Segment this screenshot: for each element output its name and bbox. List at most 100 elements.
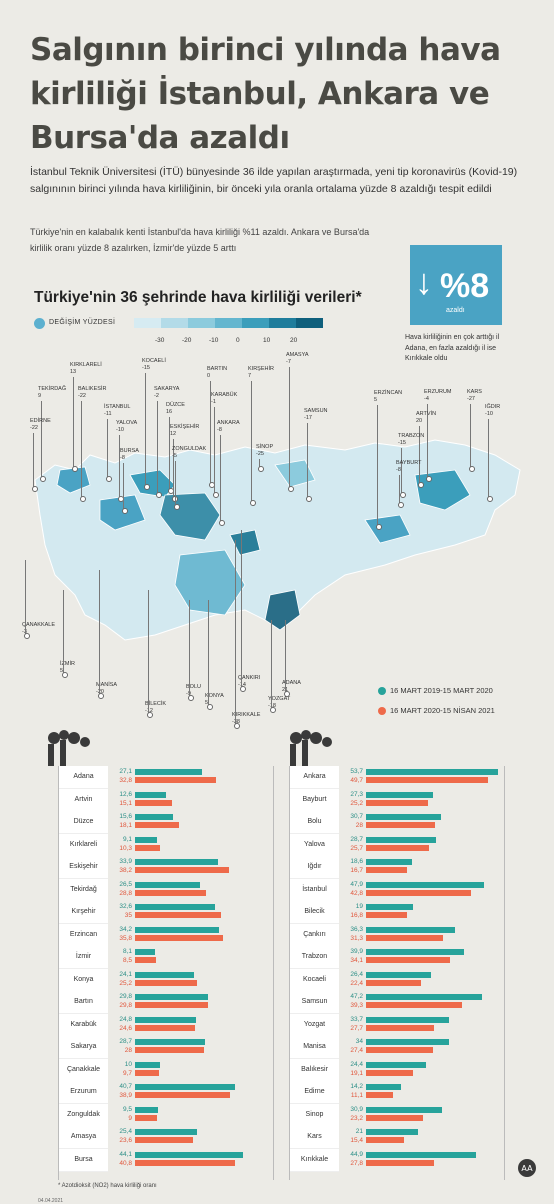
city-label: KONYA 5 xyxy=(205,693,224,706)
city-pin xyxy=(171,439,178,502)
bar-2020 xyxy=(366,1039,450,1045)
city-pin xyxy=(425,404,432,482)
table-row: Eskişehir 33,9 38,2 xyxy=(59,856,273,879)
value-label-2020: 30,7 xyxy=(350,813,363,820)
bar-2021 xyxy=(135,979,197,986)
city-label: KARS -27 xyxy=(467,389,482,402)
city-label: BALIKESİR -22 xyxy=(78,386,107,399)
table-row: Kırşehir 32,6 35 xyxy=(59,901,273,924)
value-label-2020: 24,4 xyxy=(350,1060,363,1068)
value-label-2021: 28 xyxy=(355,822,363,829)
city-name: Bartın xyxy=(59,991,108,1014)
bar-2020 xyxy=(135,926,219,933)
city-label: ANKARA -8 xyxy=(217,420,240,433)
region-erzincan xyxy=(364,514,411,544)
value-label-2021: 23,2 xyxy=(350,1114,363,1122)
value-label-2021: 23,6 xyxy=(119,1137,132,1144)
city-label: BARTIN 0 xyxy=(207,366,228,379)
svg-text:AA: AA xyxy=(521,1164,533,1173)
value-label-2020: 14,2 xyxy=(350,1083,363,1090)
value-label-2020: 27,3 xyxy=(350,790,363,798)
city-pin xyxy=(143,373,150,490)
bar-2020 xyxy=(135,1084,235,1090)
bar-2020 xyxy=(366,836,437,843)
value-label-2020: 29,8 xyxy=(119,993,132,1000)
value-label-2021: 25,2 xyxy=(350,799,363,807)
date-stamp: 04.04.2021 xyxy=(38,1198,64,1204)
city-label: ERZURUM -4 xyxy=(424,389,452,402)
value-label-2020: 24,1 xyxy=(119,970,132,978)
city-name: Sakarya xyxy=(59,1036,108,1059)
bar-2021 xyxy=(135,822,180,828)
region-samsun xyxy=(274,459,316,488)
city-name: Amasya xyxy=(59,1126,108,1149)
city-label: KARABÜK -1 xyxy=(211,392,238,405)
table-row: Trabzon 39,9 34,1 xyxy=(290,946,504,969)
table-row: Adana 27,1 32,8 xyxy=(59,766,273,789)
bar-2021 xyxy=(135,1092,231,1098)
city-name: Adana xyxy=(59,766,108,789)
city-name: Zonguldak xyxy=(59,1103,108,1127)
bar-2021 xyxy=(366,1137,404,1143)
value-label-2021: 15,4 xyxy=(350,1137,363,1144)
value-label-2020: 15,6 xyxy=(119,813,132,820)
table-row: Konya 24,1 25,2 xyxy=(59,968,273,992)
value-label-2021: 35,8 xyxy=(119,934,132,942)
value-label-2021: 22,4 xyxy=(350,979,363,987)
city-label: ZONGULDAK -5 xyxy=(172,446,207,459)
city-name: Kars xyxy=(290,1126,339,1149)
value-label-2020: 33,7 xyxy=(350,1015,363,1023)
city-name: Erzincan xyxy=(59,923,108,947)
city-pin xyxy=(155,401,162,498)
value-label-2021: 32,8 xyxy=(119,777,132,784)
value-label-2021: 25,7 xyxy=(350,844,363,852)
value-label-2021: 28 xyxy=(124,1047,132,1054)
value-label-2021: 9,7 xyxy=(122,1069,132,1077)
city-pin xyxy=(105,419,112,482)
table-row: Çanakkale 10 9,7 xyxy=(59,1058,273,1082)
value-label-2021: 25,2 xyxy=(119,979,132,987)
city-name: Bayburt xyxy=(290,788,339,812)
city-name: Iğdır xyxy=(290,856,339,879)
city-pin xyxy=(39,401,46,482)
table-row: Manisa 34 27,4 xyxy=(290,1036,504,1059)
city-name: Samsun xyxy=(290,991,339,1014)
bar-2021 xyxy=(135,934,223,941)
value-label-2021: 27,8 xyxy=(350,1159,363,1167)
value-label-2021: 42,8 xyxy=(350,889,363,897)
city-label: BAYBURT -8 xyxy=(396,460,422,473)
bar-2021 xyxy=(135,1114,158,1121)
value-label-2020: 9,5 xyxy=(122,1105,132,1113)
value-label-2021: 40,8 xyxy=(119,1159,132,1167)
bar-2020 xyxy=(135,881,201,888)
intro-text: İstanbul Teknik Üniversitesi (İTÜ) bünye… xyxy=(30,166,518,195)
bar-2020 xyxy=(135,994,209,1000)
scale-swatch xyxy=(188,318,215,328)
table-row: İstanbul 47,9 42,8 xyxy=(290,878,504,902)
city-name: Kırıkkale xyxy=(290,1148,339,1172)
bar-2020 xyxy=(366,814,442,820)
scale-swatch xyxy=(161,318,188,328)
value-label-2021: 29,8 xyxy=(119,1002,132,1009)
bar-2020 xyxy=(135,904,216,910)
value-label-2021: 15,1 xyxy=(119,799,132,807)
city-pin xyxy=(287,367,294,492)
city-label: IĞDIR -10 xyxy=(485,404,501,417)
city-pin xyxy=(486,419,493,502)
city-name: Edirne xyxy=(290,1081,339,1104)
table-row: Yozgat 33,7 27,7 xyxy=(290,1013,504,1037)
legend-swatch-2020 xyxy=(378,687,386,695)
table-row: Bolu 30,7 28 xyxy=(290,811,504,834)
city-pin xyxy=(399,448,406,498)
table-row: Zonguldak 9,5 9 xyxy=(59,1103,273,1127)
city-pin xyxy=(97,570,104,699)
table-row: Erzincan 34,2 35,8 xyxy=(59,923,273,947)
city-name: Konya xyxy=(59,968,108,992)
bar-2021 xyxy=(366,912,408,918)
city-pin xyxy=(233,540,240,729)
city-label: ERZİNCAN 5 xyxy=(374,390,403,403)
value-label-2021: 35 xyxy=(124,912,132,919)
region-kirikkale xyxy=(229,529,261,556)
value-label-2020: 47,9 xyxy=(350,880,363,888)
city-name: Karabük xyxy=(59,1013,108,1037)
